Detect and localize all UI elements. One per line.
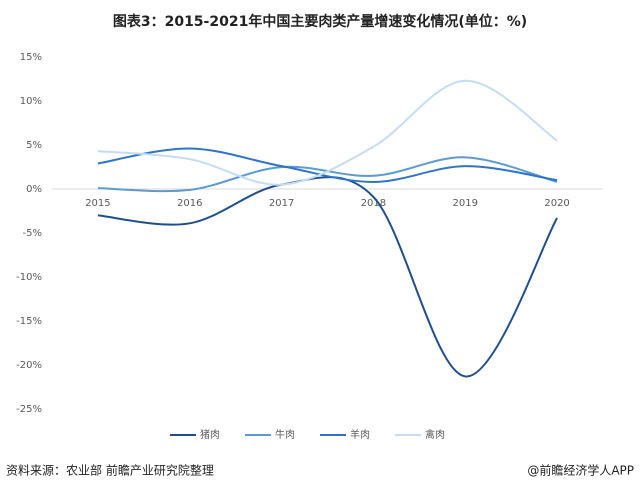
- y-tick-label: -15%: [16, 316, 42, 327]
- y-tick-label: -25%: [16, 404, 42, 415]
- legend-label: 羊肉: [350, 428, 370, 441]
- legend-label: 猪肉: [200, 428, 220, 441]
- series-line: [97, 147, 558, 183]
- y-tick-label: -10%: [16, 272, 42, 283]
- series-line: [97, 79, 558, 186]
- series-line: [97, 156, 558, 193]
- series-line: [97, 176, 558, 378]
- y-tick-label: -5%: [23, 228, 42, 239]
- x-tick-label: 2018: [361, 198, 386, 209]
- watermark: @前瞻经济学人APP: [527, 463, 634, 478]
- source-note: 资料来源：农业部 前瞻产业研究院整理: [6, 463, 214, 478]
- x-tick-label: 2019: [453, 198, 478, 209]
- y-tick-label: 0%: [26, 184, 42, 195]
- y-tick-label: 5%: [26, 140, 42, 151]
- chart-title: 图表3：2015-2021年中国主要肉类产量增速变化情况(单位：%): [113, 13, 527, 30]
- legend-label: 禽肉: [425, 428, 445, 441]
- y-tick-label: 15%: [20, 52, 42, 63]
- x-tick-label: 2020: [544, 198, 569, 209]
- legend-label: 牛肉: [275, 428, 295, 441]
- x-tick-label: 2017: [269, 198, 294, 209]
- x-tick-label: 2016: [177, 198, 202, 209]
- y-tick-label: 10%: [20, 96, 42, 107]
- x-tick-label: 2015: [85, 198, 110, 209]
- y-tick-label: -20%: [16, 360, 42, 371]
